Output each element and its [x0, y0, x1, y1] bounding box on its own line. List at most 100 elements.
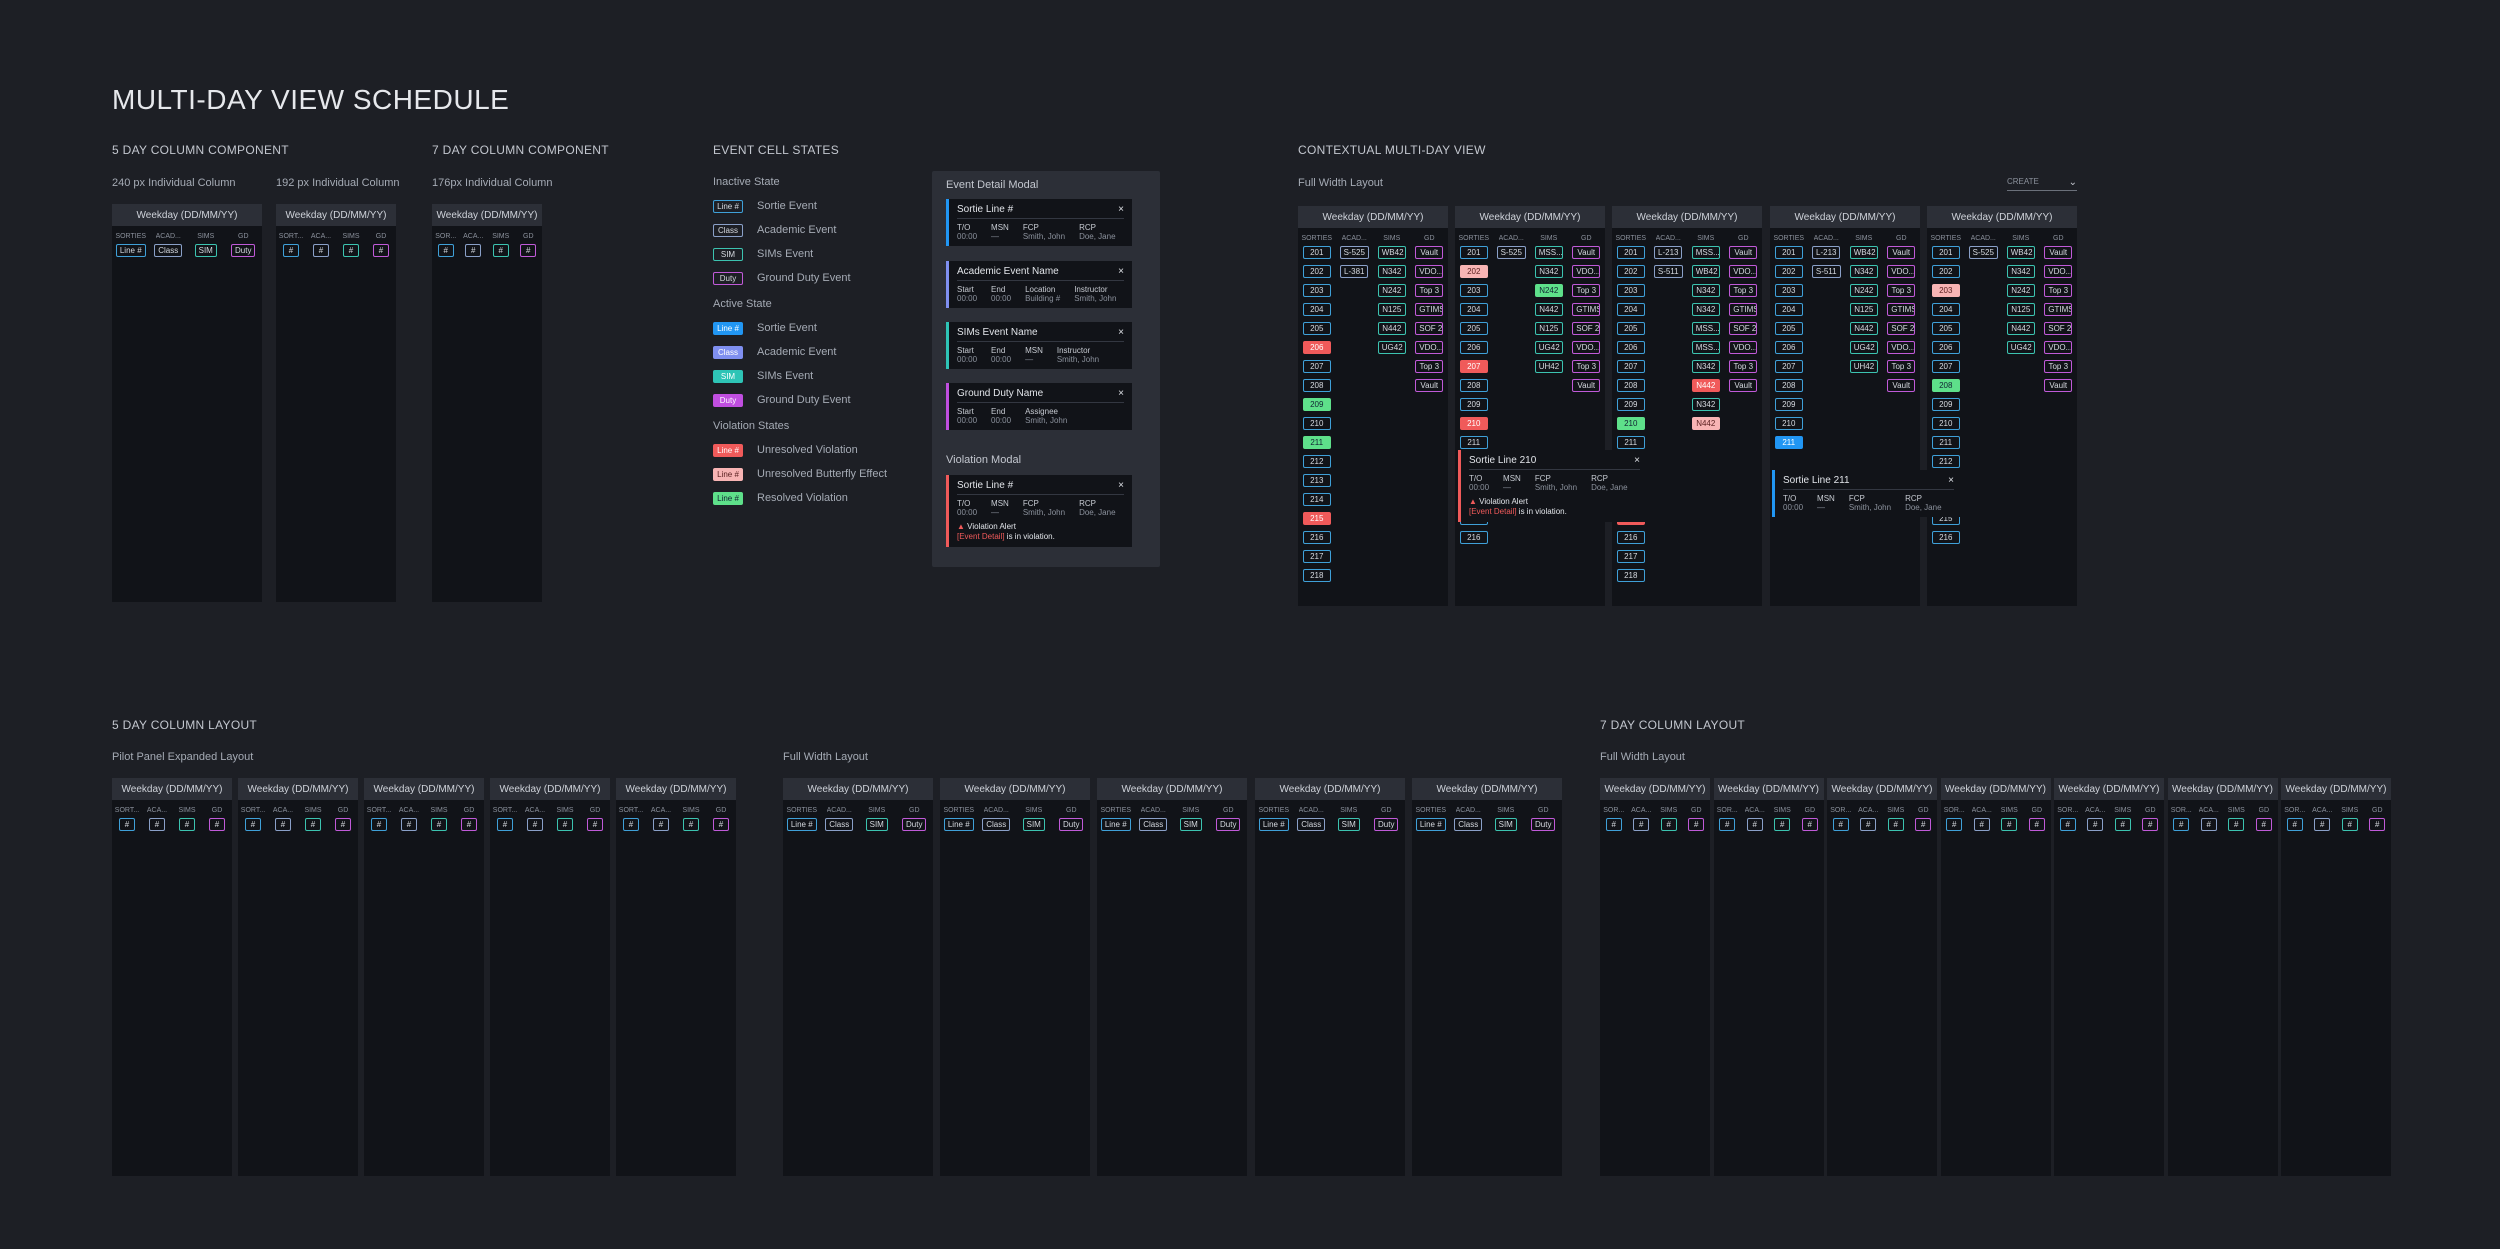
sims-cell[interactable]: WB42 [1849, 246, 1878, 259]
event-detail-link[interactable]: [Event Detail] [957, 532, 1005, 541]
duty-cell[interactable]: SOF 2 [1887, 322, 1916, 335]
duty-cell[interactable]: Vault [1887, 379, 1916, 392]
duty-cell[interactable]: Vault [2044, 379, 2073, 392]
day-header[interactable]: Weekday (DD/MM/YY) [112, 778, 232, 800]
sortie-cell[interactable]: 208 [1302, 379, 1331, 392]
duty-cell[interactable]: Top 3 [1887, 284, 1916, 297]
event-cell[interactable]: # [2228, 818, 2245, 831]
day-header[interactable]: Weekday (DD/MM/YY) [1600, 778, 1710, 800]
sortie-cell[interactable]: 205 [1302, 322, 1331, 335]
event-cell[interactable]: # [245, 818, 261, 831]
close-icon[interactable]: × [1118, 388, 1124, 399]
duty-cell[interactable]: SOF 2 [1572, 322, 1601, 335]
duty-cell[interactable]: GTIMS [2044, 303, 2073, 316]
event-cell[interactable]: Line # [1415, 818, 1446, 831]
duty-cell[interactable]: GTIMS [1887, 303, 1916, 316]
sims-cell[interactable]: N242 [2006, 284, 2035, 297]
event-cell[interactable]: # [2173, 818, 2190, 831]
sortie-cell[interactable]: 218 [1302, 569, 1331, 582]
sortie-cell[interactable]: 207 [1302, 360, 1331, 373]
sims-cell[interactable]: UG42 [1534, 341, 1563, 354]
event-cell[interactable]: # [2142, 818, 2159, 831]
sortie-cell[interactable]: 202 [1616, 265, 1645, 278]
duty-cell[interactable]: Vault [1572, 246, 1601, 259]
duty-cell[interactable]: VDO... [1415, 265, 1444, 278]
sims-cell[interactable]: N125 [1377, 303, 1406, 316]
event-cell[interactable]: # [2059, 818, 2076, 831]
event-cell[interactable]: # [1915, 818, 1932, 831]
sortie-cell[interactable]: 208 [1616, 379, 1645, 392]
event-cell[interactable]: # [335, 818, 351, 831]
event-cell[interactable]: # [313, 244, 329, 257]
duty-cell[interactable]: Vault [1729, 379, 1758, 392]
sortie-cell[interactable]: 204 [1459, 303, 1488, 316]
sortie-cell[interactable]: 201 [1931, 246, 1960, 259]
day-header[interactable]: Weekday (DD/MM/YY) [1097, 778, 1247, 800]
sims-cell[interactable]: N442 [1534, 303, 1563, 316]
sortie-cell[interactable]: 211 [1774, 436, 1803, 449]
sortie-cell[interactable]: 203 [1616, 284, 1645, 297]
event-cell[interactable]: SIM [1179, 818, 1202, 831]
day-header[interactable]: Weekday (DD/MM/YY) [1713, 778, 1824, 800]
sortie-cell[interactable]: 204 [1774, 303, 1803, 316]
day-header[interactable]: Weekday (DD/MM/YY) [1298, 206, 1448, 228]
event-cell[interactable]: # [1887, 818, 1904, 831]
event-cell[interactable]: Class [1139, 818, 1168, 831]
sims-cell[interactable]: UH42 [1534, 360, 1563, 373]
sims-cell[interactable]: N125 [1849, 303, 1878, 316]
sims-cell[interactable]: N125 [1534, 322, 1563, 335]
event-cell[interactable]: # [653, 818, 669, 831]
sortie-cell[interactable]: 204 [1616, 303, 1645, 316]
sims-cell[interactable]: N342 [1691, 303, 1720, 316]
event-cell[interactable]: # [2087, 818, 2104, 831]
sims-cell[interactable]: WB42 [1377, 246, 1406, 259]
event-cell[interactable]: # [2314, 818, 2331, 831]
event-cell[interactable]: # [343, 244, 359, 257]
sortie-cell[interactable]: 209 [1302, 398, 1331, 411]
academic-cell[interactable]: S-511 [1653, 265, 1683, 278]
event-cell[interactable]: # [149, 818, 165, 831]
event-cell[interactable]: Line # [1258, 818, 1289, 831]
sortie-cell[interactable]: 210 [1302, 417, 1331, 430]
duty-cell[interactable]: VDO... [1415, 341, 1444, 354]
sims-cell[interactable]: N125 [2006, 303, 2035, 316]
sims-cell[interactable]: UG42 [2006, 341, 2035, 354]
sims-cell[interactable]: N442 [1691, 379, 1720, 392]
sortie-cell[interactable]: 209 [1931, 398, 1960, 411]
event-cell[interactable]: # [520, 244, 537, 257]
event-cell[interactable]: # [1860, 818, 1877, 831]
day-header[interactable]: Weekday (DD/MM/YY) [1412, 778, 1562, 800]
sortie-cell[interactable]: 203 [1774, 284, 1803, 297]
duty-cell[interactable]: SOF 2 [2044, 322, 2073, 335]
sortie-cell[interactable]: 206 [1931, 341, 1960, 354]
duty-cell[interactable]: Top 3 [1572, 284, 1601, 297]
sortie-cell[interactable]: 210 [1931, 417, 1960, 430]
event-cell[interactable]: Class [982, 818, 1011, 831]
academic-cell[interactable]: S-511 [1811, 265, 1841, 278]
event-cell[interactable]: Duty [1531, 818, 1556, 831]
day-header[interactable]: Weekday (DD/MM/YY) [432, 204, 542, 226]
event-cell[interactable]: Duty [231, 244, 256, 257]
sortie-cell[interactable]: 215 [1302, 512, 1331, 525]
sims-cell[interactable]: N442 [1691, 417, 1720, 430]
event-cell[interactable]: # [437, 244, 454, 257]
duty-cell[interactable]: VDO... [2044, 341, 2073, 354]
close-icon[interactable]: × [1118, 266, 1124, 277]
sims-cell[interactable]: N342 [1691, 398, 1720, 411]
event-cell[interactable]: # [1973, 818, 1990, 831]
sortie-cell[interactable]: 201 [1459, 246, 1488, 259]
event-cell[interactable]: # [683, 818, 699, 831]
event-cell[interactable]: # [283, 244, 299, 257]
sortie-cell[interactable]: 203 [1459, 284, 1488, 297]
sortie-cell[interactable]: 207 [1931, 360, 1960, 373]
sims-cell[interactable]: N242 [1849, 284, 1878, 297]
duty-cell[interactable]: Vault [1415, 246, 1444, 259]
sortie-cell[interactable]: 214 [1302, 493, 1331, 506]
duty-cell[interactable]: Top 3 [1887, 360, 1916, 373]
sortie-cell[interactable]: 204 [1931, 303, 1960, 316]
sims-cell[interactable]: N342 [1377, 265, 1406, 278]
event-cell[interactable]: # [209, 818, 225, 831]
sortie-cell[interactable]: 202 [1302, 265, 1331, 278]
day-header[interactable]: Weekday (DD/MM/YY) [2281, 778, 2391, 800]
sortie-cell[interactable]: 202 [1931, 265, 1960, 278]
